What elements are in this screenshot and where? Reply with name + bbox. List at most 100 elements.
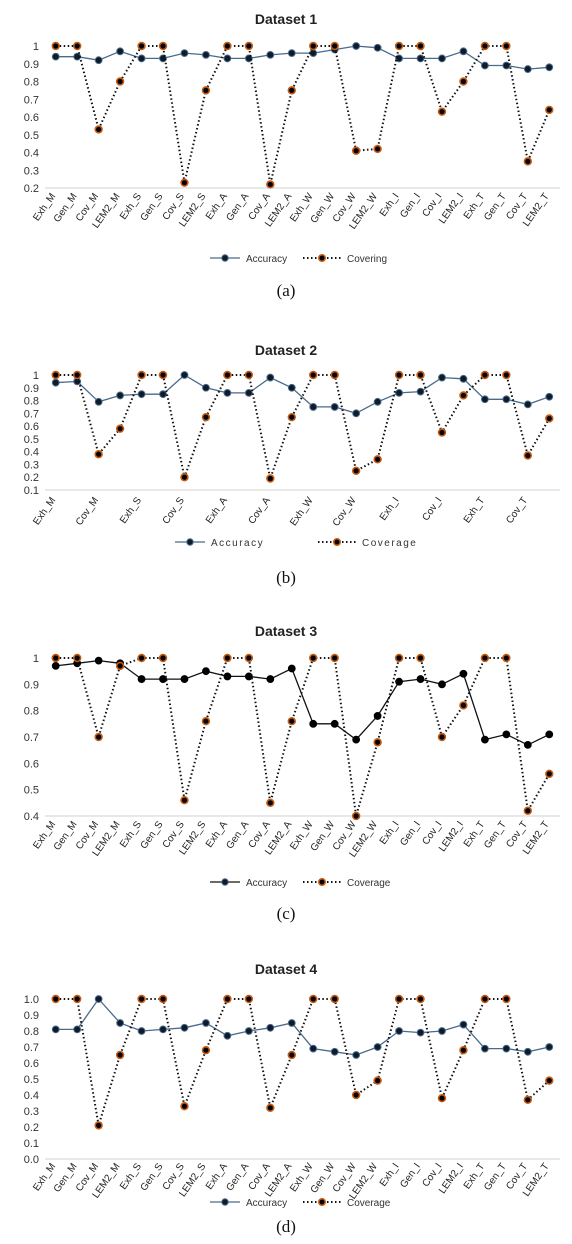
chart-dataset-3: Dataset 310.90.80.70.60.50.4Exh_MGen_MCo… — [24, 623, 560, 889]
data-point-accuracy — [395, 388, 403, 397]
data-point-accuracy — [202, 1019, 210, 1027]
data-point-accuracy — [395, 1027, 403, 1035]
data-point-accuracy — [502, 730, 511, 739]
data-point-covering — [416, 41, 425, 51]
legend-label-coverage: Covering — [347, 254, 387, 265]
y-tick-label: 0.9 — [24, 1010, 39, 1022]
y-tick-label: 0.6 — [24, 758, 39, 770]
data-point-covering — [266, 180, 275, 189]
data-point-coverage — [115, 661, 125, 671]
x-tick-label: Exh_S — [118, 495, 144, 526]
x-tick-label: Gen_A — [224, 1161, 251, 1193]
data-point-accuracy — [159, 1025, 167, 1034]
data-point-accuracy — [502, 61, 511, 70]
data-point-coverage — [158, 370, 168, 380]
data-point-accuracy — [416, 54, 425, 63]
data-point-covering — [459, 77, 468, 86]
y-tick-label: 1.0 — [24, 994, 39, 1006]
series-line-accuracy — [55, 659, 550, 746]
y-tick-label: 0.0 — [24, 1154, 39, 1166]
data-point-accuracy — [287, 664, 296, 673]
data-point-coverage — [330, 994, 339, 1004]
data-point-accuracy — [94, 397, 103, 406]
y-tick-label: 0.4 — [24, 811, 39, 823]
data-point-accuracy — [330, 719, 339, 728]
y-tick-label: 0.4 — [24, 447, 39, 459]
x-tick-label: Cov_M — [74, 495, 101, 527]
x-tick-label: Exh_A — [204, 495, 230, 526]
data-point-coverage — [158, 994, 168, 1004]
data-point-accuracy — [416, 675, 425, 683]
data-point-coverage — [373, 1076, 382, 1085]
data-point-accuracy — [94, 995, 103, 1003]
data-point-coverage — [137, 994, 146, 1004]
data-point-coverage — [51, 653, 60, 663]
data-point-covering — [287, 86, 296, 95]
data-point-accuracy — [180, 675, 189, 683]
data-point-accuracy — [545, 1043, 554, 1051]
x-tick-label: Gen_T — [482, 1161, 509, 1192]
data-point-coverage — [180, 473, 189, 482]
caption-a: (a) — [276, 281, 296, 300]
data-point-accuracy — [287, 1019, 296, 1027]
data-point-coverage — [351, 466, 361, 476]
data-point-covering — [51, 41, 60, 51]
data-point-accuracy — [373, 1043, 382, 1051]
data-point-accuracy — [94, 656, 103, 665]
data-point-covering — [545, 105, 554, 115]
legend-label-coverage: Coverage — [362, 538, 417, 549]
data-point-coverage — [309, 994, 318, 1004]
data-point-accuracy — [180, 49, 189, 57]
chart-panel-dataset-2: Dataset 2 1 0.9 0.8 0.7 0.6 0.5 0.4 0.3 0.2 0.1 Exh… — [0, 330, 572, 560]
data-point-accuracy — [330, 1047, 339, 1056]
data-point-coverage — [94, 450, 103, 459]
data-point-coverage — [416, 653, 425, 663]
caption-c: (c) — [276, 904, 296, 923]
legend-marker-coverage — [332, 538, 341, 547]
data-point-accuracy — [309, 403, 318, 411]
data-point-coverage — [51, 370, 60, 380]
data-point-covering — [115, 77, 125, 86]
data-point-coverage — [459, 1045, 468, 1055]
y-tick-label: 0.2 — [24, 1122, 39, 1134]
data-point-accuracy — [73, 1025, 82, 1034]
y-tick-label: 0.2 — [24, 183, 39, 195]
data-point-accuracy — [480, 1044, 489, 1053]
data-point-accuracy — [244, 1027, 253, 1035]
legend-label-accuracy: Accuracy — [211, 538, 264, 549]
x-tick-label: Cov_W — [331, 495, 359, 529]
legend-label-accuracy: Accuracy — [246, 878, 287, 889]
data-point-coverage — [287, 1050, 296, 1060]
x-tick-label: Gen_A — [224, 819, 251, 851]
data-point-coverage — [502, 370, 511, 380]
data-point-coverage — [523, 806, 533, 815]
data-point-accuracy — [137, 390, 146, 399]
data-point-coverage — [480, 653, 490, 663]
data-point-accuracy — [202, 50, 210, 59]
data-point-accuracy — [352, 735, 361, 744]
data-point-accuracy — [266, 1023, 275, 1032]
x-tick-label: Gen_S — [139, 1161, 166, 1193]
data-point-accuracy — [223, 1031, 232, 1040]
chart-title: Dataset 2 — [255, 342, 317, 358]
data-point-accuracy — [223, 672, 232, 681]
data-point-covering — [351, 146, 361, 155]
data-point-coverage — [545, 414, 554, 423]
y-tick-label: 0.8 — [24, 396, 39, 408]
data-point-accuracy — [480, 395, 489, 404]
data-point-accuracy — [545, 730, 554, 739]
data-point-coverage — [330, 370, 339, 380]
data-point-covering — [244, 41, 254, 51]
data-point-covering — [309, 41, 318, 51]
data-point-accuracy — [180, 371, 189, 379]
chart-dataset-4: Dataset 4 1.0 0.9 0.8 0.7 0.6 0.5 0.4 0.3 0.2 0.1 0… — [24, 961, 560, 1209]
data-point-coverage — [351, 1090, 361, 1100]
data-point-accuracy — [202, 667, 210, 676]
data-point-covering — [394, 41, 404, 51]
x-tick-label: Exh_W — [288, 495, 316, 528]
legend-marker-coverage — [317, 877, 326, 886]
series-line-coverage — [55, 998, 550, 1126]
data-point-coverage — [266, 474, 275, 483]
data-point-accuracy — [266, 675, 275, 683]
series-line-accuracy — [55, 45, 550, 70]
